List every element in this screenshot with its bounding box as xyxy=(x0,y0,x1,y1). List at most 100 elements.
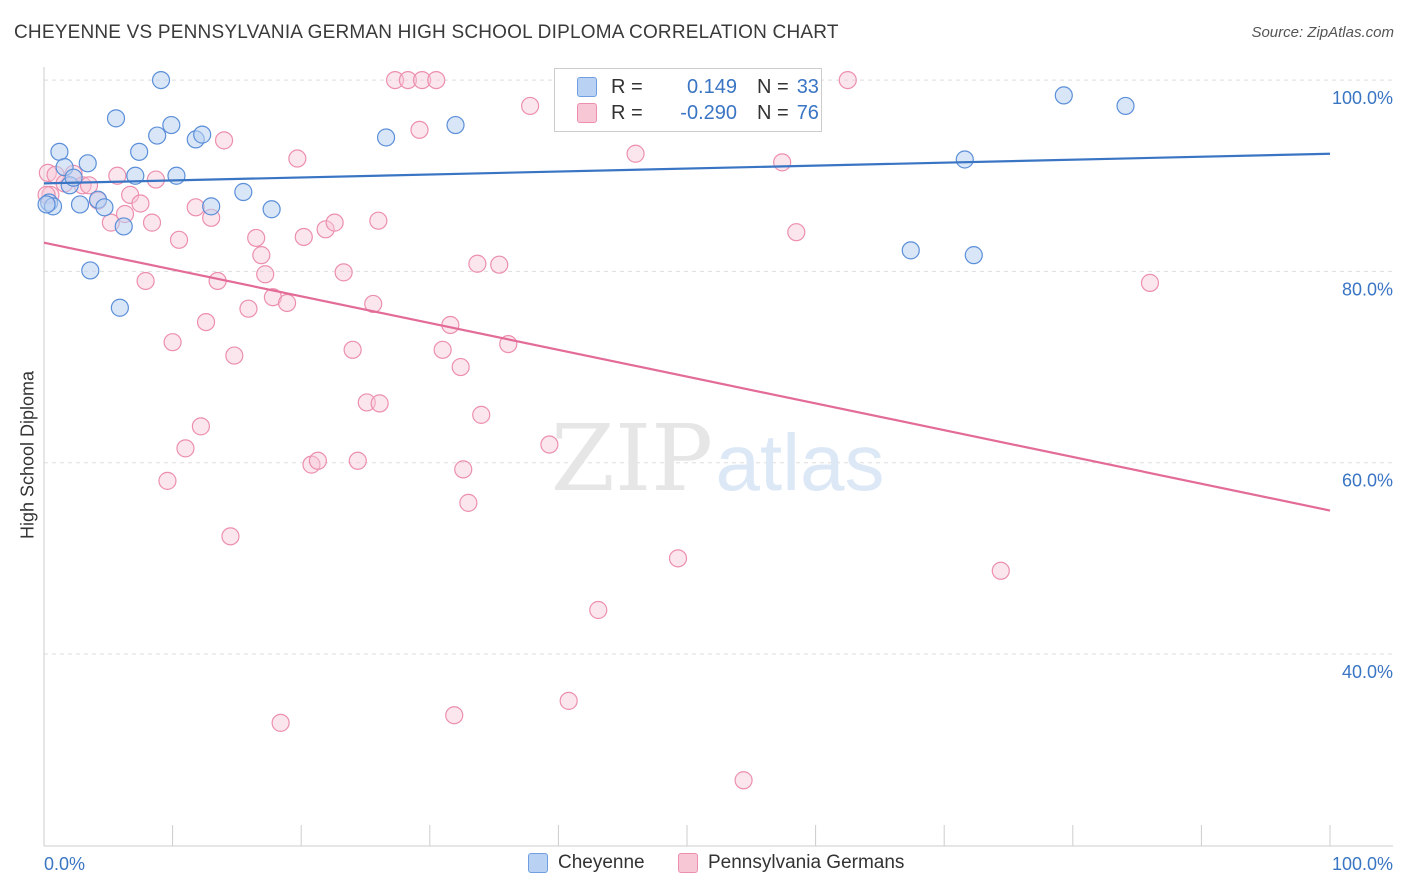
data-point-cheyenne xyxy=(50,142,69,161)
y-tick-label: 60.0% xyxy=(1342,471,1393,491)
data-point-pennsylvania-germans xyxy=(773,153,792,172)
data-point-pennsylvania-germans xyxy=(186,198,205,217)
trend-line-pennsylvania-germans xyxy=(43,241,1331,512)
data-point-pennsylvania-germans xyxy=(136,271,155,291)
data-point-pennsylvania-germans xyxy=(225,346,244,365)
legend-swatch-blue xyxy=(528,853,548,873)
data-point-pennsylvania-germans xyxy=(398,70,418,90)
data-point-pennsylvania-germans xyxy=(468,254,487,273)
data-point-pennsylvania-germans xyxy=(294,227,313,247)
data-point-cheyenne xyxy=(262,200,281,219)
data-point-pennsylvania-germans xyxy=(158,471,177,490)
data-point-pennsylvania-germans xyxy=(357,393,376,412)
data-point-pennsylvania-germans xyxy=(146,170,165,189)
data-point-pennsylvania-germans xyxy=(991,561,1010,580)
y-tick-label: 80.0% xyxy=(1342,279,1393,299)
data-point-cheyenne xyxy=(901,241,920,260)
data-point-cheyenne xyxy=(964,246,983,265)
data-point-pennsylvania-germans xyxy=(191,417,210,436)
n-value: 76 xyxy=(796,101,819,124)
trend-lines xyxy=(43,152,1331,512)
series-legend: Cheyenne Pennsylvania Germans xyxy=(0,852,1406,878)
data-point-pennsylvania-germans xyxy=(176,439,195,458)
legend-item-pennsylvania-germans: Pennsylvania Germans xyxy=(678,852,904,874)
data-point-pennsylvania-germans xyxy=(325,213,344,232)
watermark-zip: ZIP xyxy=(551,405,713,512)
data-point-pennsylvania-germans xyxy=(364,294,383,314)
data-point-pennsylvania-germans xyxy=(131,194,150,213)
grid-lines xyxy=(44,79,1393,655)
data-point-cheyenne xyxy=(193,125,212,144)
data-point-pennsylvania-germans xyxy=(427,70,446,90)
data-point-pennsylvania-germans xyxy=(169,230,189,249)
data-point-pennsylvania-germans xyxy=(559,691,578,710)
data-point-cheyenne xyxy=(37,195,56,214)
stats-legend: R = 0.149 N = 33 R = -0.290 N = 76 xyxy=(554,68,822,132)
y-tick-label: 40.0% xyxy=(1342,662,1393,682)
source-label: Source: ZipAtlas.com xyxy=(1251,24,1394,41)
legend-swatch-pink xyxy=(577,103,597,123)
data-point-pennsylvania-germans xyxy=(308,451,328,470)
legend-row-cheyenne: R = 0.149 N = 33 xyxy=(577,74,819,100)
data-point-cheyenne xyxy=(1054,86,1073,105)
n-label: N = xyxy=(757,75,789,98)
watermark-atlas: atlas xyxy=(716,418,885,507)
data-point-cheyenne xyxy=(1116,96,1135,116)
data-point-cheyenne xyxy=(955,150,974,169)
data-point-pennsylvania-germans xyxy=(288,149,307,168)
data-point-pennsylvania-germans xyxy=(433,340,452,359)
r-value: 0.149 xyxy=(686,75,737,98)
y-tick-label: 100.0% xyxy=(1332,88,1393,108)
legend-swatch-pink xyxy=(678,853,698,873)
data-point-pennsylvania-germans xyxy=(410,120,429,139)
data-point-pennsylvania-germans xyxy=(79,176,99,195)
data-point-pennsylvania-germans xyxy=(412,70,432,90)
data-point-pennsylvania-germans xyxy=(108,166,127,185)
data-point-cheyenne xyxy=(126,166,145,185)
data-point-cheyenne xyxy=(70,195,90,214)
data-point-pennsylvania-germans xyxy=(589,600,608,620)
series-pennsylvania-germans xyxy=(37,70,1160,790)
data-point-pennsylvania-germans xyxy=(370,394,389,413)
legend-item-cheyenne: Cheyenne xyxy=(528,852,645,874)
y-axis-label: High School Diploma xyxy=(17,370,38,540)
data-point-pennsylvania-germans xyxy=(334,263,353,282)
data-point-pennsylvania-germans xyxy=(521,96,540,116)
data-point-pennsylvania-germans xyxy=(626,144,645,163)
data-point-pennsylvania-germans xyxy=(490,255,509,274)
legend-row-pennsylvania-germans: R = -0.290 N = 76 xyxy=(577,100,819,126)
data-point-pennsylvania-germans xyxy=(316,220,335,239)
data-point-pennsylvania-germans xyxy=(787,223,806,242)
data-point-pennsylvania-germans xyxy=(454,460,473,479)
data-point-cheyenne xyxy=(202,197,221,216)
data-point-cheyenne xyxy=(130,142,149,161)
data-point-pennsylvania-germans xyxy=(196,312,216,332)
data-point-pennsylvania-germans xyxy=(369,211,388,230)
data-point-pennsylvania-germans xyxy=(459,493,478,512)
trend-line-cheyenne xyxy=(43,152,1331,185)
data-point-pennsylvania-germans xyxy=(668,549,688,568)
data-point-pennsylvania-germans xyxy=(445,706,464,725)
watermark: ZIP atlas xyxy=(551,405,885,512)
chart-title: CHEYENNE VS PENNSYLVANIA GERMAN HIGH SCH… xyxy=(14,22,839,43)
r-value: -0.290 xyxy=(680,101,737,124)
data-point-pennsylvania-germans xyxy=(441,315,460,335)
data-point-pennsylvania-germans xyxy=(142,213,162,232)
data-point-pennsylvania-germans xyxy=(838,70,857,90)
data-point-pennsylvania-germans xyxy=(277,293,297,313)
data-point-cheyenne xyxy=(167,166,186,185)
data-point-pennsylvania-germans xyxy=(540,435,559,454)
n-value: 33 xyxy=(796,75,819,98)
data-point-cheyenne xyxy=(81,261,100,280)
data-point-pennsylvania-germans xyxy=(271,713,290,732)
data-point-pennsylvania-germans xyxy=(214,131,234,150)
data-point-cheyenne xyxy=(114,217,133,236)
data-point-pennsylvania-germans xyxy=(1140,273,1160,292)
legend-label-cheyenne: Cheyenne xyxy=(558,852,645,873)
data-point-cheyenne xyxy=(78,154,97,173)
data-point-pennsylvania-germans xyxy=(734,771,753,790)
data-point-cheyenne xyxy=(446,115,465,135)
data-point-pennsylvania-germans xyxy=(348,451,367,470)
r-label: R = xyxy=(611,75,643,98)
